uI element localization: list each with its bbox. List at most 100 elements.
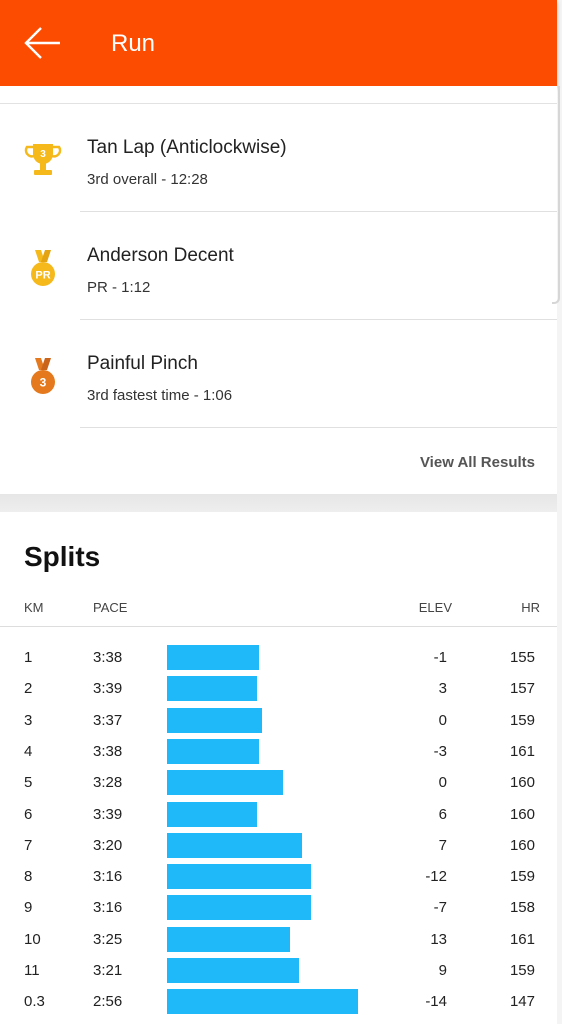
split-km: 7	[24, 836, 33, 854]
header-elev: ELEV	[418, 600, 452, 615]
split-pace: 3:16	[93, 899, 123, 917]
split-elevation: -1	[433, 649, 447, 666]
medal-label: 3	[40, 376, 47, 390]
pace-bar	[167, 926, 290, 952]
split-elevation: 3	[438, 680, 447, 698]
split-heart-rate: 159	[509, 868, 535, 886]
segment-name: Painful Pinch	[87, 353, 198, 374]
split-heart-rate: 160	[509, 774, 535, 792]
page-title: Run	[111, 30, 156, 57]
segment-item-tan-lap[interactable]: 3 Tan Lap (Anticlockwise) 3rd overall - …	[0, 104, 557, 212]
app-bar: Run	[0, 0, 557, 86]
segment-name: Anderson Decent	[87, 245, 234, 266]
segment-item-anderson-decent[interactable]: PR Anderson Decent PR - 1:12	[0, 212, 557, 320]
split-pace: 3:21	[93, 962, 123, 979]
table-row: 2 3:39 3 157	[0, 674, 557, 705]
pace-bar	[167, 864, 312, 890]
pace-bar	[167, 801, 257, 827]
split-heart-rate: 155	[509, 649, 535, 666]
pace-bar	[167, 707, 262, 733]
divider	[0, 103, 557, 104]
pace-bar	[167, 645, 260, 670]
split-heart-rate: 161	[509, 930, 535, 948]
medal-label: PR	[35, 270, 50, 282]
screen-edge	[557, 0, 562, 1024]
back-button[interactable]	[22, 26, 62, 60]
split-km: 8	[24, 868, 33, 886]
table-row: 10 3:25 13 161	[0, 925, 557, 956]
split-pace: 3:39	[93, 680, 123, 698]
split-km: 0.3	[24, 993, 45, 1011]
split-km: 5	[24, 774, 33, 792]
split-heart-rate: 157	[509, 680, 535, 698]
split-heart-rate: 161	[509, 742, 535, 760]
table-row: 7 3:20 7 160	[0, 831, 557, 862]
pace-bar	[167, 676, 257, 702]
segments-card	[0, 86, 557, 494]
scrollbar[interactable]	[552, 86, 560, 304]
pace-bar	[167, 989, 359, 1015]
arrow-left-icon	[24, 27, 60, 59]
table-row: 8 3:16 -12 159	[0, 862, 557, 893]
table-row: 0.3 2:56 -14 147	[0, 987, 557, 1018]
table-row: 9 3:16 -7 158	[0, 893, 557, 924]
pace-bar	[167, 738, 260, 764]
split-pace: 3:39	[93, 805, 123, 823]
pace-bar	[167, 832, 302, 858]
table-row: 5 3:28 0 160	[0, 768, 557, 799]
split-km: 4	[24, 742, 33, 760]
pace-bar	[167, 958, 300, 983]
split-elevation: 9	[438, 962, 447, 979]
split-elevation: 7	[438, 836, 447, 854]
split-pace: 3:37	[93, 711, 123, 729]
divider	[0, 626, 557, 627]
split-elevation: 13	[430, 930, 447, 948]
split-elevation: -14	[425, 993, 447, 1011]
header-km: KM	[24, 600, 44, 615]
table-row: 4 3:38 -3 161	[0, 737, 557, 768]
split-pace: 3:16	[93, 868, 123, 886]
split-elevation: -7	[433, 899, 447, 917]
segment-result: PR - 1:12	[87, 279, 151, 296]
view-all-results-link[interactable]: View All Results	[419, 454, 535, 471]
split-heart-rate: 160	[509, 805, 535, 823]
pace-bar	[167, 895, 312, 921]
trophy-rank-label: 3	[40, 149, 46, 160]
split-pace: 3:20	[93, 836, 123, 854]
pr-medal-icon: PR	[31, 250, 55, 286]
split-pace: 3:38	[93, 742, 123, 760]
segment-result: 3rd overall - 12:28	[87, 171, 208, 188]
split-km: 6	[24, 805, 33, 823]
segment-result: 3rd fastest time - 1:06	[87, 387, 233, 404]
divider	[80, 319, 557, 320]
split-heart-rate: 159	[509, 711, 535, 729]
split-elevation: 0	[438, 774, 447, 792]
section-gap	[0, 494, 557, 512]
split-heart-rate: 159	[509, 962, 535, 979]
segment-item-painful-pinch[interactable]: 3 Painful Pinch 3rd fastest time - 1:06	[0, 320, 557, 428]
bronze-medal-icon: 3	[31, 358, 55, 394]
split-heart-rate: 147	[509, 993, 535, 1011]
split-elevation: 6	[438, 805, 447, 823]
header-pace: PACE	[93, 600, 128, 615]
divider	[80, 427, 557, 428]
split-heart-rate: 158	[509, 899, 535, 917]
split-pace: 3:38	[93, 649, 123, 666]
segment-name: Tan Lap (Anticlockwise)	[87, 137, 287, 158]
split-elevation: -12	[425, 868, 447, 886]
split-km: 1	[24, 649, 33, 666]
split-km: 2	[24, 680, 33, 698]
table-row: 3 3:37 0 159	[0, 706, 557, 737]
table-row: 11 3:21 9 159	[0, 956, 557, 987]
split-pace: 3:28	[93, 774, 123, 792]
splits-title: Splits	[24, 541, 101, 572]
pace-bar	[167, 770, 283, 796]
split-km: 3	[24, 711, 33, 729]
split-km: 9	[24, 899, 33, 917]
split-pace: 2:56	[93, 993, 123, 1011]
split-elevation: -3	[433, 742, 447, 760]
split-elevation: 0	[438, 711, 447, 729]
table-row: 1 3:38 -1 155	[0, 643, 557, 674]
split-heart-rate: 160	[509, 836, 535, 854]
split-km: 10	[24, 930, 41, 948]
